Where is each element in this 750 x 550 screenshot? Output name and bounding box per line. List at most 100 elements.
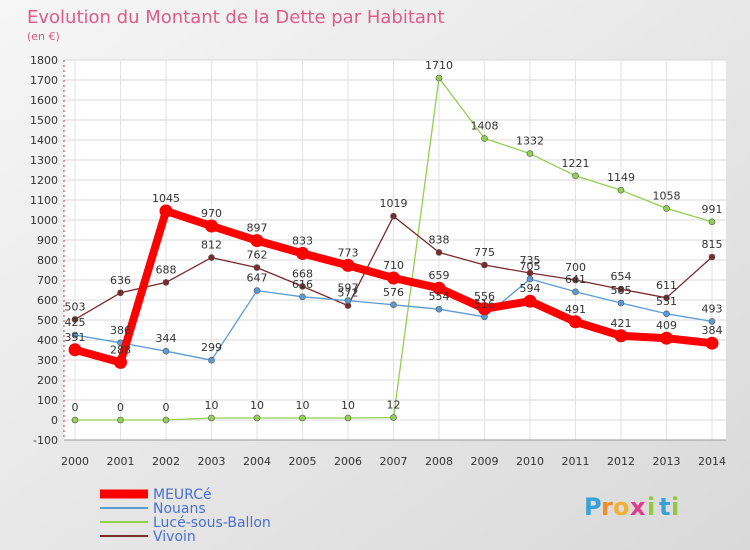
data-label: 531 (656, 295, 677, 308)
data-label: 1332 (516, 135, 544, 148)
data-point (708, 318, 716, 325)
data-point (253, 264, 261, 271)
grid (64, 59, 726, 441)
data-label: 735 (520, 254, 541, 267)
logo-letter: t (659, 493, 670, 521)
data-point (344, 414, 352, 422)
data-point (435, 74, 443, 82)
data-point (572, 172, 579, 180)
x-tick-label: 2006 (334, 455, 362, 468)
data-label: 344 (156, 332, 177, 345)
data-label: 0 (117, 401, 124, 414)
plot-area (64, 60, 726, 440)
data-point (253, 287, 261, 294)
data-label: 299 (201, 341, 222, 354)
data-label: 762 (247, 249, 268, 262)
data-label: 597 (338, 282, 359, 295)
data-label: 1058 (653, 189, 681, 202)
data-point (299, 293, 306, 301)
y-tick-label: -100 (33, 434, 58, 447)
y-tick-label: 900 (37, 234, 58, 247)
y-tick-label: 1600 (30, 94, 58, 107)
data-point (390, 212, 397, 220)
data-point (208, 356, 215, 364)
logo-letter: x (630, 493, 646, 521)
data-point (162, 279, 170, 286)
data-label: 616 (292, 278, 313, 291)
x-tick-label: 2009 (471, 455, 499, 468)
data-point (117, 289, 124, 297)
data-point (114, 355, 127, 369)
data-point (569, 315, 582, 329)
data-point (117, 416, 124, 424)
y-tick-label: 1100 (30, 194, 58, 207)
logo-letter: P (584, 493, 602, 521)
y-tick-label: 0 (51, 414, 58, 427)
data-label: 351 (65, 331, 86, 344)
x-tick-label: 2002 (152, 455, 180, 468)
data-label: 970 (201, 207, 222, 220)
data-label: 421 (611, 317, 632, 330)
data-label: 700 (565, 261, 586, 274)
x-tick-label: 2012 (607, 455, 635, 468)
data-label: 668 (292, 267, 313, 280)
data-label: 812 (201, 239, 222, 252)
data-label: 10 (205, 399, 219, 412)
data-point (663, 205, 670, 212)
data-point (614, 329, 628, 343)
data-label: 710 (383, 259, 404, 272)
logo-letter: i (671, 493, 679, 521)
y-tick-label: 1000 (30, 214, 58, 227)
data-point (390, 301, 397, 309)
data-label: 585 (611, 284, 632, 297)
data-point (617, 299, 625, 307)
chart-title: Evolution du Montant de la Dette par Hab… (27, 7, 444, 28)
data-label: 572 (338, 287, 359, 300)
x-tick-label: 2004 (243, 455, 271, 468)
data-label: 611 (656, 279, 677, 292)
legend-label: Vivoin (153, 529, 196, 545)
data-label: 12 (387, 399, 401, 412)
data-label: 384 (702, 324, 723, 337)
y-tick-label: 100 (37, 394, 58, 407)
data-point (205, 219, 218, 233)
data-label: 10 (250, 399, 264, 412)
data-label: 409 (656, 319, 677, 332)
data-point (162, 347, 170, 355)
y-tick-label: 1400 (30, 134, 58, 147)
data-label: 576 (383, 286, 404, 299)
x-tick-label: 2014 (698, 455, 726, 468)
data-label: 991 (702, 203, 723, 216)
x-tick-label: 2008 (425, 455, 453, 468)
legend-label: Nouans (153, 501, 206, 517)
data-point (663, 294, 670, 302)
data-point (253, 414, 261, 422)
y-tick-label: 1800 (30, 54, 58, 67)
data-point (159, 204, 173, 218)
data-point (708, 218, 716, 226)
data-label: 833 (292, 234, 313, 247)
x-tick-label: 2013 (653, 455, 681, 468)
data-point (481, 135, 488, 142)
data-point (435, 305, 443, 313)
data-label: 815 (702, 238, 723, 251)
data-label: 10 (341, 399, 355, 412)
chart-subtitle: (en €) (27, 30, 60, 43)
data-point (663, 310, 670, 318)
x-tick-label: 2005 (289, 455, 317, 468)
data-label: 775 (474, 246, 495, 259)
data-label: 516 (474, 298, 495, 311)
data-point (523, 294, 537, 308)
y-tick-label: 300 (37, 354, 58, 367)
y-tick-label: 1200 (30, 174, 58, 187)
legend-label: MEURCé (153, 487, 212, 503)
data-label: 838 (429, 233, 450, 246)
data-label: 1710 (425, 59, 453, 72)
data-label: 0 (72, 401, 79, 414)
data-point (478, 302, 491, 316)
logo-letter: r (601, 493, 613, 521)
data-point (208, 414, 215, 422)
